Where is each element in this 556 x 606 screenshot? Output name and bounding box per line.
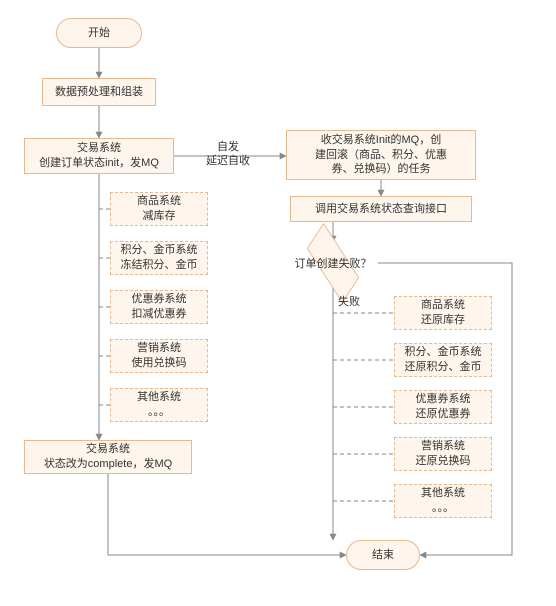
node-text-line: 其他系统 (421, 486, 465, 501)
node-text-line: 还原兑换码 (416, 454, 471, 469)
node-text-line: 。。。 (432, 501, 454, 516)
node-text-line: 扣减优惠券 (132, 307, 187, 322)
points-freeze-node: 积分、金币系统冻结积分、金币 (110, 241, 208, 275)
end-node: 结束 (346, 540, 420, 570)
preprocess-node: 数据预处理和组装 (42, 78, 156, 106)
node-text-line: 积分、金币系统 (405, 345, 482, 360)
self-send-label: 自发延迟自收 (198, 140, 258, 169)
node-text-line: 积分、金币系统 (121, 243, 198, 258)
node-text-line: 冻结积分、金币 (121, 258, 198, 273)
node-text-line: 使用兑换码 (132, 356, 187, 371)
node-text-line: 还原优惠券 (416, 407, 471, 422)
node-text-line: 其他系统 (137, 390, 181, 405)
coupon-restore-node: 优惠券系统还原优惠券 (394, 390, 492, 424)
node-text-line: 商品系统 (421, 298, 465, 313)
node-text-line: 优惠券系统 (416, 392, 471, 407)
mq-rollback-node: 收交易系统Init的MQ，创建回滚（商品、积分、优惠券、兑换码）的任务 (286, 130, 476, 180)
other-right-node: 其他系统。。。 (394, 484, 492, 518)
node-text-line: 还原积分、金币 (405, 360, 482, 375)
node-text-line: 优惠券系统 (132, 292, 187, 307)
node-text-line: 开始 (88, 26, 110, 41)
node-text-line: 券、兑换码）的任务 (332, 162, 431, 177)
node-text-line: 交易系统 (77, 141, 121, 156)
node-text-line: 创建订单状态init，发MQ (39, 156, 159, 171)
node-text-line: 建回滚（商品、积分、优惠 (315, 148, 447, 163)
node-text-line: 商品系统 (137, 194, 181, 209)
goods-restore-node: 商品系统还原库存 (394, 296, 492, 330)
node-text-line: 营销系统 (137, 341, 181, 356)
fail-label: 失败 (334, 295, 364, 309)
node-text-line: 。。。 (148, 405, 170, 420)
node-text-line: 收交易系统Init的MQ，创 (321, 133, 441, 148)
promo-restore-node: 营销系统还原兑换码 (394, 437, 492, 471)
query-status-node: 调用交易系统状态查询接口 (290, 196, 472, 222)
node-text-line: 调用交易系统状态查询接口 (315, 202, 447, 217)
other-left-node: 其他系统。。。 (110, 388, 208, 422)
node-text-line: 减库存 (143, 209, 176, 224)
node-text-line: 还原库存 (421, 313, 465, 328)
node-text-line: 交易系统 (86, 442, 130, 457)
node-text-line: 状态改为complete，发MQ (44, 457, 172, 472)
trade-complete-node: 交易系统状态改为complete，发MQ (24, 440, 192, 474)
coupon-decrease-node: 优惠券系统扣减优惠券 (110, 290, 208, 324)
promo-use-node: 营销系统使用兑换码 (110, 339, 208, 373)
points-restore-node: 积分、金币系统还原积分、金币 (394, 343, 492, 377)
trade-init-node: 交易系统创建订单状态init，发MQ (24, 138, 174, 174)
node-text-line: 数据预处理和组装 (55, 85, 143, 100)
start-node: 开始 (56, 18, 142, 48)
node-text-line: 营销系统 (421, 439, 465, 454)
node-text-line: 结束 (372, 548, 394, 563)
decision-node: 订单创建失败？ (288, 242, 378, 284)
goods-decrease-node: 商品系统减库存 (110, 192, 208, 226)
